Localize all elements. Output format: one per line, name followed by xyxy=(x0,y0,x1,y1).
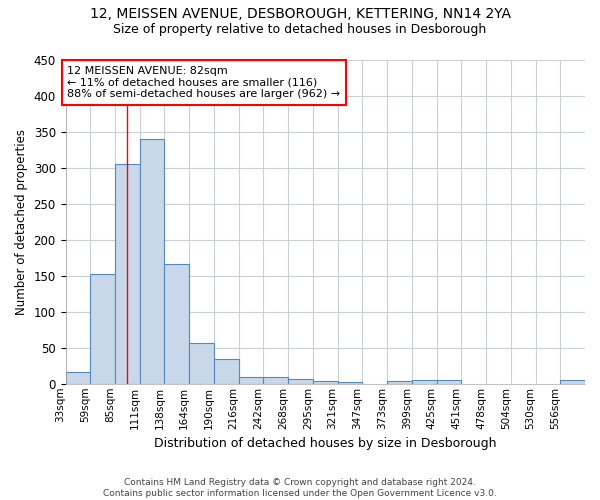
Bar xyxy=(412,380,437,384)
Bar xyxy=(189,343,214,384)
Bar xyxy=(239,376,263,384)
Bar xyxy=(263,378,288,384)
Bar xyxy=(313,381,338,384)
Bar xyxy=(387,381,412,384)
Text: Size of property relative to detached houses in Desborough: Size of property relative to detached ho… xyxy=(113,22,487,36)
Bar xyxy=(560,380,585,384)
Bar xyxy=(214,358,239,384)
Bar xyxy=(90,274,115,384)
Text: 12 MEISSEN AVENUE: 82sqm
← 11% of detached houses are smaller (116)
88% of semi-: 12 MEISSEN AVENUE: 82sqm ← 11% of detach… xyxy=(67,66,341,99)
Bar xyxy=(115,164,140,384)
Bar xyxy=(164,264,189,384)
Text: Contains HM Land Registry data © Crown copyright and database right 2024.
Contai: Contains HM Land Registry data © Crown c… xyxy=(103,478,497,498)
Y-axis label: Number of detached properties: Number of detached properties xyxy=(15,129,28,315)
Bar xyxy=(140,139,164,384)
Bar xyxy=(338,382,362,384)
Text: 12, MEISSEN AVENUE, DESBOROUGH, KETTERING, NN14 2YA: 12, MEISSEN AVENUE, DESBOROUGH, KETTERIN… xyxy=(89,8,511,22)
Bar xyxy=(65,372,90,384)
Bar xyxy=(437,380,461,384)
X-axis label: Distribution of detached houses by size in Desborough: Distribution of detached houses by size … xyxy=(154,437,497,450)
Bar xyxy=(288,380,313,384)
